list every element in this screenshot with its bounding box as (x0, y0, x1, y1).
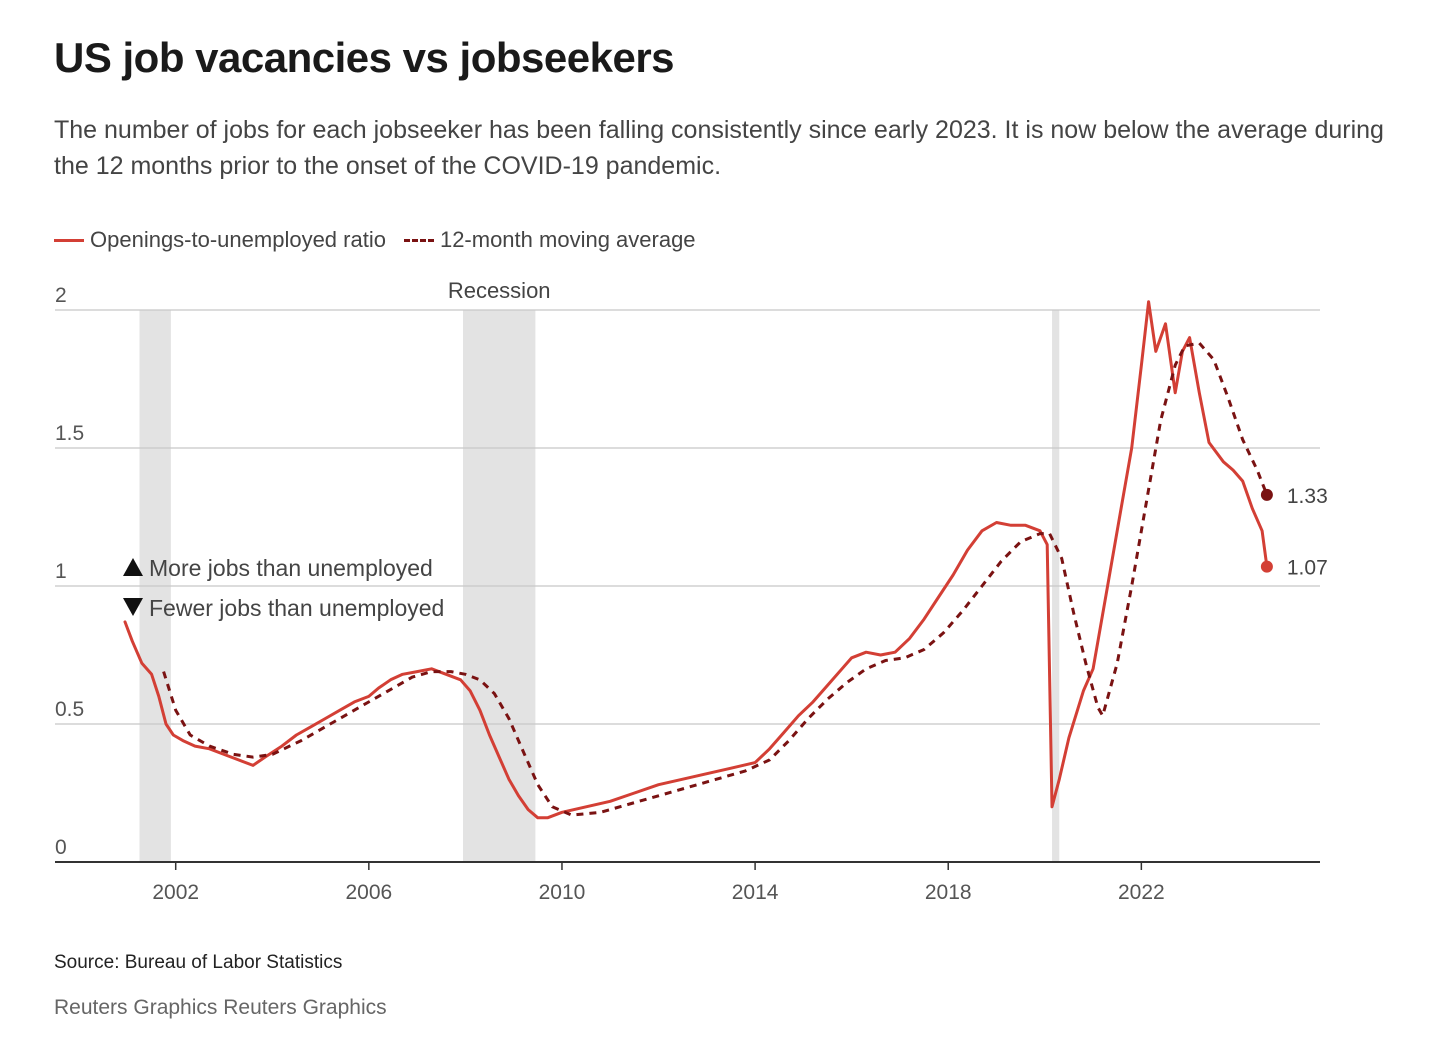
series-end-point-ratio (1260, 560, 1273, 573)
x-tick-label: 2006 (345, 881, 392, 904)
legend-swatch-dashed (403, 238, 434, 242)
legend-label-average: 12-month moving average (439, 227, 696, 252)
end-label-average: 1.33 (1287, 485, 1328, 508)
chart-title: US job vacancies vs jobseekers (54, 34, 675, 81)
source-note: Source: Bureau of Labor Statistics (54, 952, 343, 973)
series-line-average (162, 341, 1269, 817)
legend-label-ratio: Openings-to-unemployed ratio (90, 227, 386, 252)
end-label-ratio: 1.07 (1287, 557, 1328, 580)
x-tick-label: 2018 (925, 881, 972, 904)
chart-subtitle: The number of jobs for each jobseeker ha… (54, 116, 1384, 180)
chart-plot: Recession 0 0.5 1 1.5 2 2002 2006 2010 2014 2018 20… (55, 278, 1328, 904)
annotation-above: More jobs than unemployed (149, 555, 433, 581)
triangle-down-icon (123, 598, 143, 616)
legend-item-average: 12-month moving average (403, 227, 696, 253)
legend-swatch-solid (54, 238, 84, 242)
x-tick-label: 2014 (732, 881, 779, 904)
annotation-below: Fewer jobs than unemployed (149, 595, 444, 621)
series-end-point-average (1260, 488, 1273, 501)
y-tick-label: 2 (55, 284, 67, 307)
legend: Openings-to-unemployed ratio 12-month mo… (54, 224, 714, 256)
y-tick-label: 0 (55, 836, 67, 859)
x-tick-label: 2010 (539, 881, 586, 904)
x-tick-label: 2022 (1118, 881, 1165, 904)
series-line-ratio (123, 300, 1269, 820)
y-tick-label: 1 (55, 560, 67, 583)
credit-note: Reuters Graphics Reuters Graphics (54, 996, 387, 1019)
y-tick-label: 0.5 (55, 698, 84, 721)
triangle-up-icon (123, 558, 143, 576)
recession-label: Recession (448, 278, 551, 303)
legend-item-ratio: Openings-to-unemployed ratio (54, 227, 386, 253)
y-tick-label: 1.5 (55, 422, 84, 445)
x-tick-label: 2002 (152, 881, 199, 904)
